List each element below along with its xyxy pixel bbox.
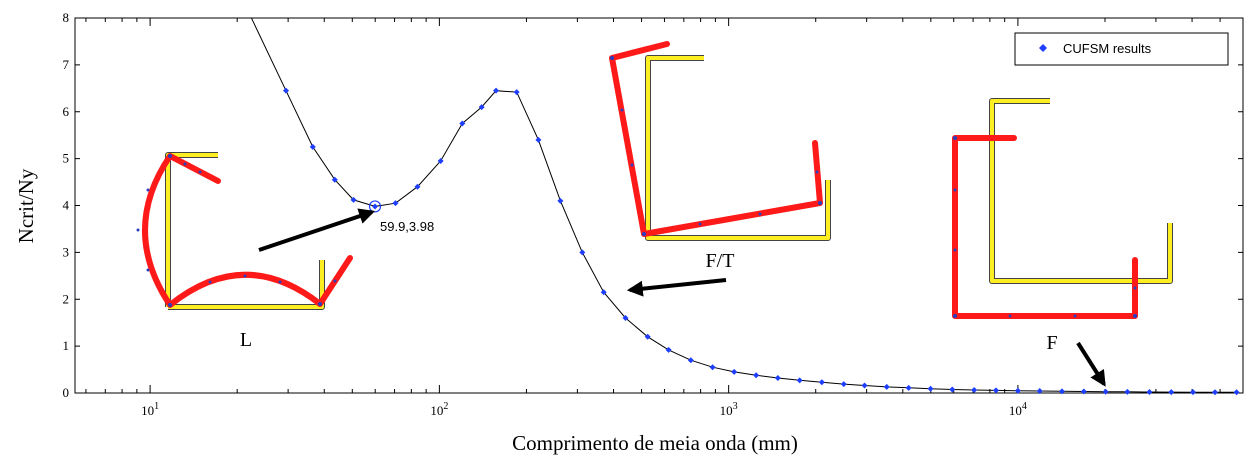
- mode-label-flexural-torsional: F/T: [706, 250, 735, 272]
- data-point: [579, 249, 586, 256]
- data-point: [644, 333, 651, 340]
- axis-ticks: 0 1 2 3 4 5 6 7 8 101 102 103 104: [63, 10, 1244, 418]
- y-tick-label: 8: [63, 10, 70, 25]
- mode-label-local: L: [240, 329, 252, 351]
- y-tick-label: 5: [63, 151, 70, 166]
- data-point: [709, 364, 716, 371]
- data-point: [774, 375, 781, 381]
- legend-marker: [1039, 44, 1047, 52]
- series-line: [250, 18, 1237, 393]
- x-tick-label: 102: [430, 401, 448, 418]
- data-point: [1036, 388, 1043, 395]
- data-point: [949, 386, 956, 393]
- data-point: [557, 197, 564, 204]
- data-point: [1146, 388, 1153, 395]
- y-tick-label: 4: [63, 198, 70, 213]
- reference-section-flexural: [989, 98, 1173, 284]
- deformed-section-flexural-torsional: [609, 41, 823, 237]
- data-point: [371, 203, 378, 210]
- annotation-arrow-f: [1076, 341, 1106, 387]
- y-tick-label: 0: [63, 385, 70, 400]
- series-cufsm-results: [250, 18, 1240, 396]
- data-point: [687, 357, 694, 364]
- data-point: [459, 120, 466, 127]
- data-point: [513, 89, 520, 96]
- section-sketch-local: [136, 152, 353, 310]
- data-point: [665, 346, 672, 353]
- data-point: [535, 136, 542, 143]
- data-point: [796, 377, 803, 384]
- y-axis-label: Ncrit/Ny: [14, 168, 38, 243]
- data-point: [861, 382, 868, 389]
- data-point: [283, 87, 290, 94]
- data-point: [731, 368, 738, 375]
- data-point: [905, 384, 912, 391]
- x-tick-label: 101: [141, 401, 159, 418]
- section-sketch-flexural-torsional: [609, 41, 831, 241]
- data-point: [1124, 388, 1131, 395]
- data-point: [331, 176, 338, 183]
- data-point: [818, 379, 825, 386]
- y-tick-label: 2: [63, 291, 70, 306]
- y-tick-label: 1: [63, 338, 70, 353]
- y-tick-label: 6: [63, 104, 70, 119]
- legend-entry-cufsm-results: CUFSM results: [1063, 41, 1152, 56]
- data-point: [478, 104, 485, 111]
- deformed-section-flexural: [952, 135, 1138, 319]
- y-tick-label: 3: [63, 244, 70, 259]
- data-point: [350, 196, 357, 203]
- data-point: [840, 381, 847, 388]
- data-point: [1168, 389, 1175, 396]
- x-axis-label: Comprimento de meia onda (mm): [512, 431, 798, 455]
- data-point: [622, 315, 629, 321]
- data-point: [414, 183, 421, 190]
- data-point: [1058, 388, 1065, 395]
- legend-box: [1014, 32, 1229, 66]
- data-point: [993, 387, 1000, 394]
- data-point: [883, 383, 890, 390]
- reference-section-local: [165, 152, 325, 310]
- data-point: [437, 157, 444, 164]
- section-sketch-flexural: [952, 98, 1173, 319]
- annotation-arrow-ft: [626, 278, 727, 297]
- data-point: [600, 289, 607, 296]
- data-point: [493, 87, 500, 94]
- data-point: [1190, 389, 1197, 396]
- data-point: [753, 372, 760, 379]
- data-point: [309, 143, 316, 150]
- y-tick-label: 7: [63, 57, 70, 72]
- mode-label-flexural: F: [1046, 332, 1057, 354]
- reference-section-flexural-torsional: [645, 55, 831, 241]
- annotation-minimum-value: 59.9,3.98: [380, 219, 434, 234]
- x-tick-label: 104: [1009, 401, 1027, 418]
- data-point: [1014, 387, 1021, 394]
- data-point: [927, 385, 934, 392]
- data-point: [1233, 389, 1240, 396]
- data-point: [392, 200, 399, 207]
- data-point: [1102, 388, 1109, 395]
- data-point: [971, 386, 978, 393]
- legend: CUFSM results: [1014, 32, 1229, 66]
- data-point: [1080, 388, 1087, 395]
- data-point: [1211, 389, 1218, 396]
- annotation-arrow-minimum: [258, 208, 376, 252]
- x-tick-label: 103: [720, 401, 738, 418]
